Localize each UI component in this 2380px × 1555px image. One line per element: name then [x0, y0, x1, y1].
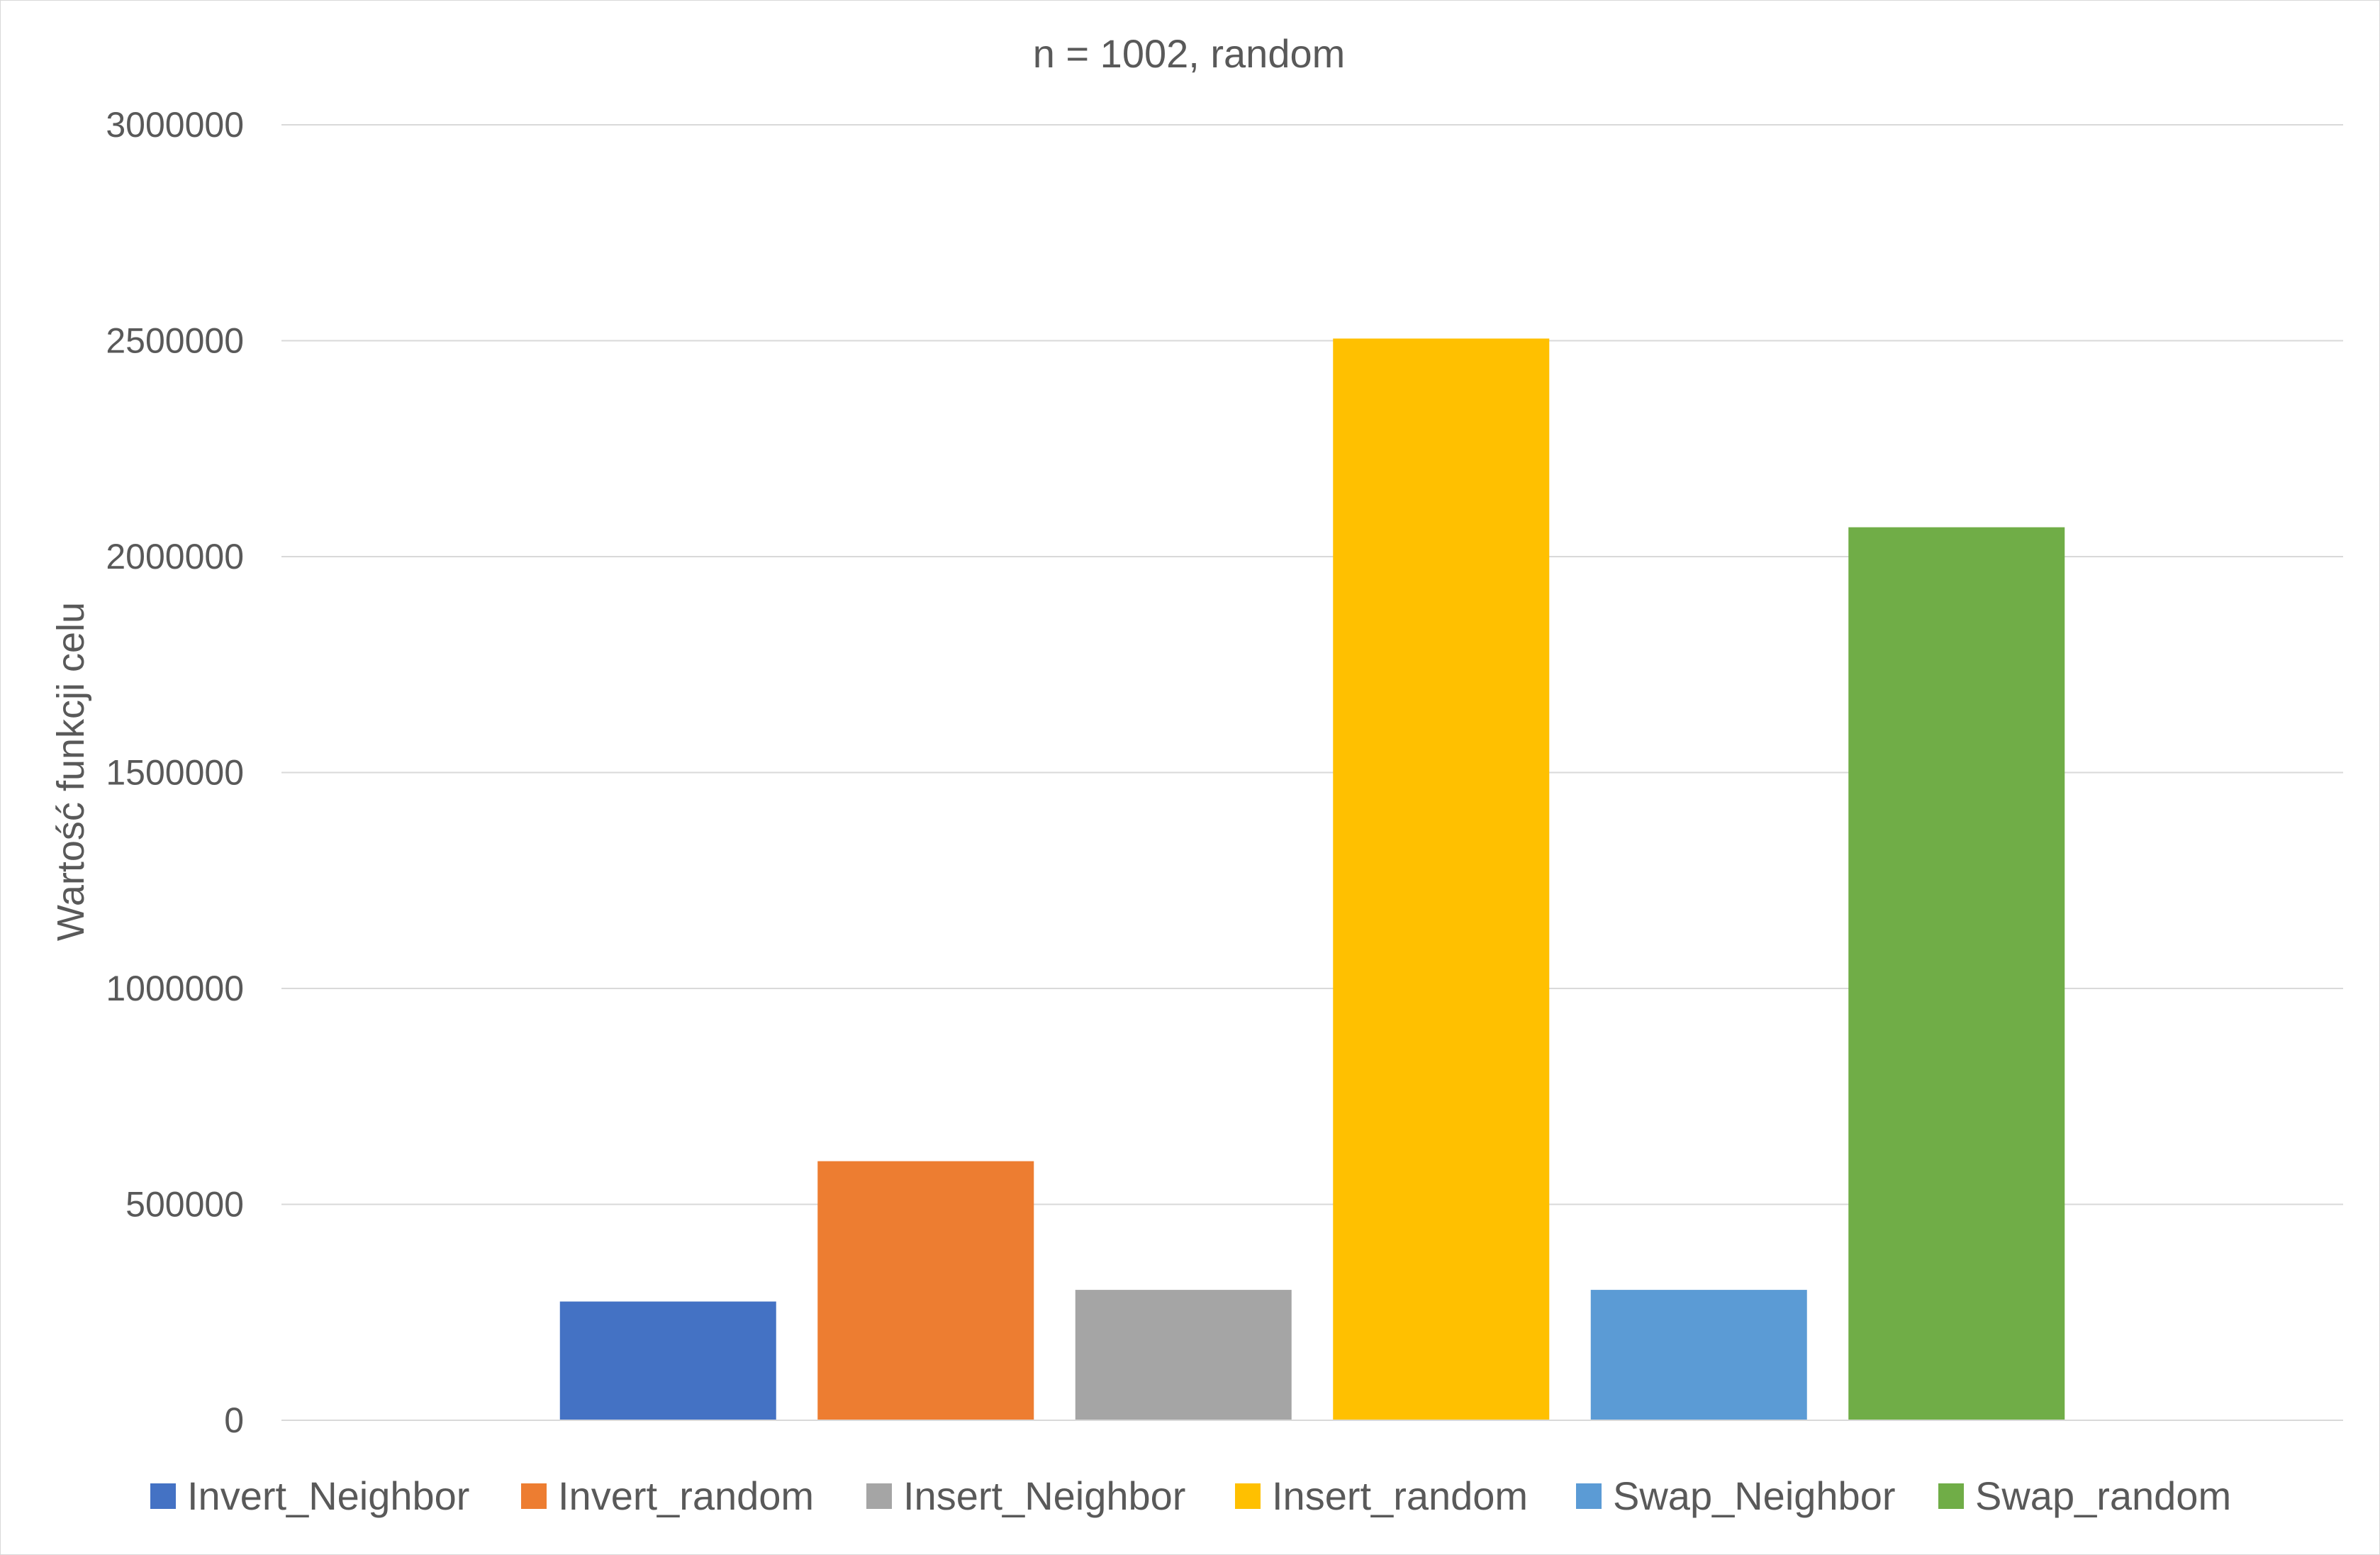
y-tick-label: 2000000: [106, 537, 244, 576]
bar-Swap_random: [1848, 527, 2065, 1420]
bar-Invert_Neighbor: [559, 1301, 776, 1420]
y-tick-label: 1500000: [106, 753, 244, 793]
legend-swatch: [1938, 1483, 1964, 1509]
legend-swatch: [521, 1483, 547, 1509]
legend: Invert_Neighbor Invert_random Insert_Neigh…: [150, 1473, 2231, 1518]
bar-Insert_random: [1333, 338, 1550, 1421]
legend-label: Insert_Neighbor: [903, 1473, 1185, 1518]
bar-Insert_Neighbor: [1075, 1290, 1292, 1420]
legend-label: Invert_Neighbor: [187, 1473, 469, 1518]
legend-swatch: [150, 1483, 176, 1509]
chart-title: n = 1002, random: [1033, 31, 1346, 76]
legend-label: Swap_Neighbor: [1613, 1473, 1895, 1518]
legend-swatch: [866, 1483, 892, 1509]
y-tick-label: 0: [224, 1400, 244, 1440]
y-tick-label: 1000000: [106, 969, 244, 1008]
y-tick-label: 3000000: [106, 105, 244, 145]
bars: [559, 338, 2065, 1421]
legend-label: Invert_random: [558, 1473, 814, 1518]
legend-label: Insert_random: [1272, 1473, 1528, 1518]
legend-swatch: [1235, 1483, 1261, 1509]
bar-Invert_random: [817, 1161, 1034, 1420]
y-axis-title: Wartość funkcji celu: [50, 602, 92, 941]
bar-Swap_Neighbor: [1590, 1290, 1807, 1420]
legend-swatch: [1576, 1483, 1602, 1509]
y-axis-ticks: 0 500000 1000000 1500000 2000000 2500000 30000…: [106, 105, 244, 1440]
legend-label: Swap_random: [1975, 1473, 2231, 1518]
y-tick-label: 500000: [125, 1185, 244, 1225]
y-tick-label: 2500000: [106, 321, 244, 361]
